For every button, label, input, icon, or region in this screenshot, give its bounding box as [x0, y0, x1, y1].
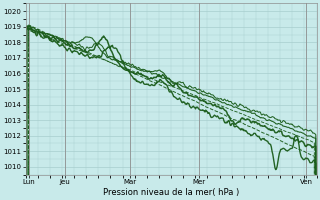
X-axis label: Pression niveau de la mer( hPa ): Pression niveau de la mer( hPa )	[103, 188, 239, 197]
